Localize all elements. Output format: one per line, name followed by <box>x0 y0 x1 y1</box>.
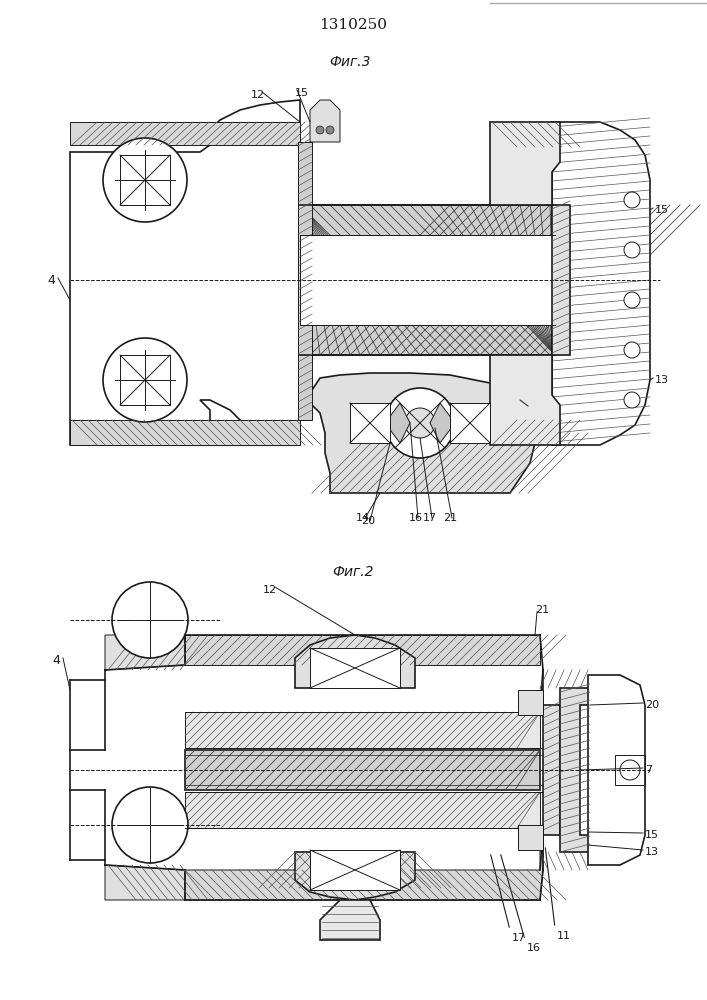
Polygon shape <box>385 403 410 443</box>
Text: Фиг.2: Фиг.2 <box>332 565 374 579</box>
Polygon shape <box>185 835 543 900</box>
Bar <box>310 850 400 890</box>
Text: 15: 15 <box>295 88 309 98</box>
Text: 13: 13 <box>655 375 669 385</box>
Polygon shape <box>320 900 380 940</box>
Bar <box>450 403 490 443</box>
Text: 21: 21 <box>443 513 457 523</box>
Polygon shape <box>300 205 555 355</box>
Polygon shape <box>185 635 540 665</box>
Circle shape <box>624 342 640 358</box>
Polygon shape <box>105 635 185 670</box>
Text: 4: 4 <box>52 654 60 666</box>
Polygon shape <box>552 205 570 355</box>
Polygon shape <box>185 712 540 748</box>
Circle shape <box>385 388 455 458</box>
Circle shape <box>624 242 640 258</box>
Text: 20: 20 <box>645 700 659 710</box>
Polygon shape <box>70 420 300 445</box>
Text: 12: 12 <box>263 585 277 595</box>
Circle shape <box>103 338 187 422</box>
Text: 16: 16 <box>409 513 423 523</box>
Polygon shape <box>185 792 540 828</box>
Text: 12: 12 <box>251 90 265 100</box>
Polygon shape <box>552 122 650 445</box>
Polygon shape <box>543 705 560 835</box>
Polygon shape <box>70 122 300 145</box>
Text: 21: 21 <box>535 605 549 615</box>
Text: 20: 20 <box>361 516 375 526</box>
Polygon shape <box>105 865 185 900</box>
Text: 16: 16 <box>527 943 541 953</box>
Circle shape <box>620 760 640 780</box>
Circle shape <box>112 582 188 658</box>
Polygon shape <box>295 852 415 900</box>
Bar <box>518 825 543 850</box>
Circle shape <box>112 787 188 863</box>
Circle shape <box>326 126 334 134</box>
Bar <box>310 648 400 688</box>
Polygon shape <box>300 235 555 325</box>
Polygon shape <box>560 688 590 852</box>
Polygon shape <box>430 403 455 443</box>
Polygon shape <box>310 100 340 142</box>
Text: 10: 10 <box>348 927 362 937</box>
Text: 17: 17 <box>512 933 526 943</box>
Bar <box>120 155 170 205</box>
Text: 15: 15 <box>645 830 659 840</box>
Text: Фиг.3: Фиг.3 <box>329 55 370 69</box>
Text: 15: 15 <box>655 205 669 215</box>
Text: 11: 11 <box>530 403 544 413</box>
Polygon shape <box>490 355 560 445</box>
Polygon shape <box>70 100 300 445</box>
Text: 17: 17 <box>423 513 437 523</box>
Bar <box>615 755 645 785</box>
Bar <box>518 690 543 715</box>
Polygon shape <box>298 142 312 420</box>
Circle shape <box>624 292 640 308</box>
Bar <box>350 403 390 443</box>
Text: 7: 7 <box>645 765 652 775</box>
Circle shape <box>624 192 640 208</box>
Circle shape <box>316 126 324 134</box>
Text: 14: 14 <box>356 513 370 523</box>
Polygon shape <box>588 675 645 865</box>
Circle shape <box>103 138 187 222</box>
Polygon shape <box>185 750 540 790</box>
Circle shape <box>624 392 640 408</box>
Polygon shape <box>310 373 535 493</box>
Circle shape <box>405 408 435 438</box>
Text: 4: 4 <box>47 273 55 286</box>
Text: 1310250: 1310250 <box>319 18 387 32</box>
Polygon shape <box>295 635 415 688</box>
Text: 11: 11 <box>557 931 571 941</box>
Polygon shape <box>490 122 560 205</box>
Text: 13: 13 <box>645 847 659 857</box>
Bar <box>120 355 170 405</box>
